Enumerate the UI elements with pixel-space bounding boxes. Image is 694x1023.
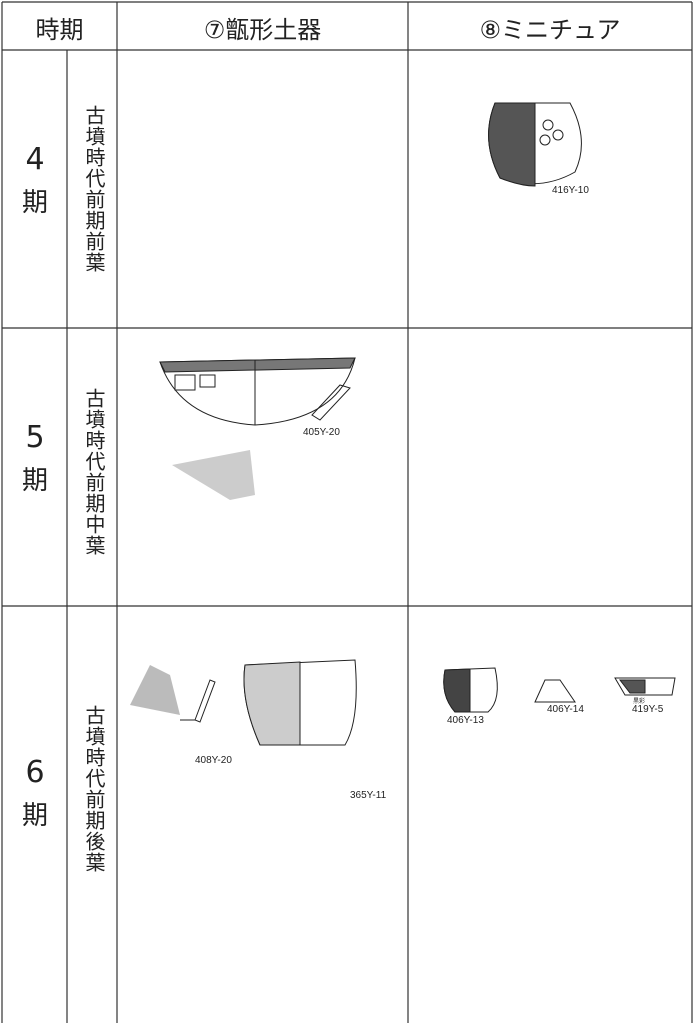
period-number: 4 <box>25 142 45 177</box>
header-col7: ⑦甑形土器 <box>203 16 322 44</box>
header-period: 時期 <box>35 16 84 44</box>
era: 古墳時代前期前葉 <box>82 105 106 273</box>
figure-note: 黒彩 <box>633 699 646 705</box>
figure-label: 419Y-5 <box>632 704 664 715</box>
figure-label: 406Y-14 <box>547 704 584 715</box>
figure-label: 405Y-20 <box>303 427 340 438</box>
period-number: 5 <box>25 420 45 455</box>
figure-label: 416Y-10 <box>552 185 589 196</box>
period-suffix: 期 <box>21 801 48 831</box>
figure-label: 406Y-13 <box>447 715 484 726</box>
figure-label: 365Y-11 <box>350 790 387 801</box>
header-col8: ⑧ミニチュア <box>479 16 621 44</box>
era: 古墳時代前期後葉 <box>82 705 106 873</box>
period-suffix: 期 <box>21 466 48 496</box>
period-suffix: 期 <box>21 188 48 218</box>
period-number: 6 <box>25 755 45 790</box>
figure-label: 408Y-20 <box>195 755 232 766</box>
era: 古墳時代前期中葉 <box>82 388 106 556</box>
